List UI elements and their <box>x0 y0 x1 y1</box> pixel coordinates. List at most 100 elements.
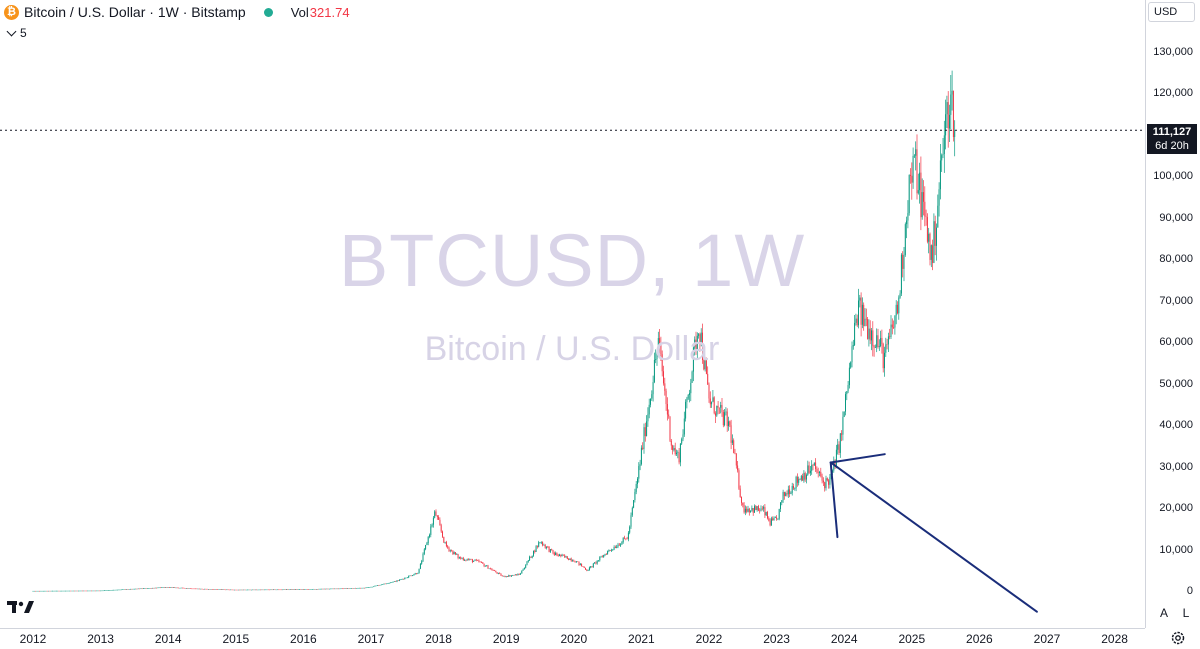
candle-body <box>201 588 203 590</box>
candle-body <box>869 328 871 341</box>
candle-body <box>161 587 163 588</box>
candle-body <box>198 588 200 590</box>
log-scale-button[interactable]: L <box>1182 606 1190 620</box>
candle-body <box>902 254 904 269</box>
candle-body <box>789 489 791 494</box>
candle-body <box>275 589 277 591</box>
candle-body <box>889 336 891 338</box>
candle-body <box>656 351 658 360</box>
candle-body <box>759 510 761 512</box>
candle-body <box>876 335 878 348</box>
candle-body <box>78 590 79 592</box>
candle-body <box>270 589 272 591</box>
candle-body <box>954 130 956 138</box>
candle-body <box>717 405 719 408</box>
time-axis[interactable]: 2012 2013 2014 2015 2016 2017 2018 2019 2020 2021… <box>0 628 1145 649</box>
candle-body <box>505 576 507 578</box>
candle-body <box>182 587 183 589</box>
candle-body <box>179 587 181 589</box>
symbol-title[interactable]: Bitcoin / U.S. Dollar · 1W · Bitstamp <box>24 4 246 20</box>
candle-body <box>171 587 173 588</box>
candle-body <box>144 588 146 589</box>
candle-body <box>687 394 689 399</box>
auto-scale-button[interactable]: A <box>1159 606 1168 620</box>
candle-body <box>361 587 363 589</box>
candle-body <box>531 555 533 558</box>
candle-body <box>861 304 863 325</box>
candle-body <box>904 224 906 255</box>
candle-body <box>778 508 780 519</box>
candle-body <box>882 344 884 369</box>
candle-body <box>560 554 562 557</box>
candle-body <box>39 590 40 592</box>
candle-body <box>188 588 190 589</box>
settings-gear-icon[interactable] <box>1170 630 1186 646</box>
candle-body <box>289 589 291 590</box>
tradingview-logo[interactable] <box>7 599 35 615</box>
candle-body <box>529 556 531 561</box>
candle-body <box>84 590 86 592</box>
currency-label: USD <box>1154 6 1178 18</box>
candle-body <box>304 589 306 590</box>
candle-body <box>803 473 805 481</box>
candle-body <box>312 589 313 590</box>
candle-body <box>261 589 263 591</box>
candle-body <box>794 488 796 489</box>
candle-body <box>332 588 334 590</box>
candle-body <box>273 589 274 591</box>
candle-body <box>223 589 225 590</box>
candle-body <box>772 518 774 521</box>
bitcoin-icon: ₿ <box>4 4 19 20</box>
currency-button[interactable]: USD <box>1148 2 1195 22</box>
candle-body <box>85 590 87 592</box>
candle-body <box>94 590 96 592</box>
candle-body <box>445 542 447 547</box>
candle-body <box>284 589 286 591</box>
candle-body <box>419 563 421 569</box>
candle-body <box>750 510 752 513</box>
candle-body <box>785 493 787 496</box>
candle-body <box>542 541 544 546</box>
candle-body <box>429 534 430 537</box>
candle-body <box>521 570 523 574</box>
candle-body <box>119 589 121 591</box>
candle-body <box>370 586 372 588</box>
candle-body <box>548 546 550 552</box>
candle-body <box>930 245 932 260</box>
candle-body <box>713 397 715 414</box>
candle-body <box>451 550 453 551</box>
candle-body <box>536 546 538 547</box>
candle-body <box>540 541 542 543</box>
candle-body <box>633 500 635 508</box>
candle-body <box>37 590 39 592</box>
candle-body <box>783 491 785 496</box>
candle-body <box>136 588 138 590</box>
candle-body <box>254 589 256 591</box>
candle-body <box>395 581 397 582</box>
candle-body <box>217 589 219 590</box>
candle-body <box>401 579 403 580</box>
trend-arrow-annotation[interactable] <box>829 453 1038 613</box>
candle-body <box>790 492 792 494</box>
symbol-header[interactable]: ₿ Bitcoin / U.S. Dollar · 1W · Bitstamp … <box>4 2 350 22</box>
candle-body <box>364 587 365 589</box>
candle-body <box>499 572 501 574</box>
candle-body <box>88 590 90 592</box>
candle-body <box>379 584 381 586</box>
candle-body <box>647 414 649 422</box>
candle-body <box>176 587 178 589</box>
candle-body <box>219 589 221 590</box>
candle-body <box>871 330 872 341</box>
candle-body <box>943 135 945 154</box>
price-axis[interactable]: 130,000 120,000 100,000 90,000 80,000 70,000 6… <box>1145 0 1200 628</box>
candle-body <box>322 588 324 590</box>
candle-body <box>708 384 710 399</box>
candle-body <box>130 588 131 590</box>
candle-body <box>387 583 389 584</box>
indicator-toggle[interactable]: 5 <box>6 26 27 40</box>
candle-body <box>54 590 56 592</box>
candle-body <box>224 589 226 591</box>
candle-body <box>646 421 648 437</box>
candle-body <box>756 506 758 511</box>
